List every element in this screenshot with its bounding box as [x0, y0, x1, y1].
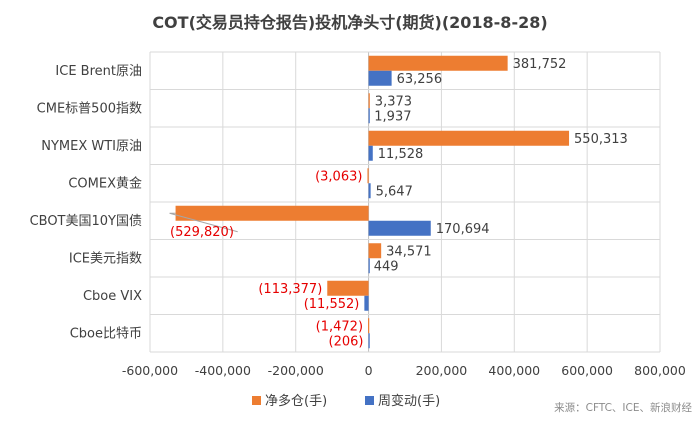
bar-net-long	[327, 280, 369, 296]
bar-weekly-change	[368, 220, 431, 236]
value-label: 63,256	[397, 72, 443, 87]
legend-swatch-weekly-change	[365, 396, 374, 405]
value-label: (11,552)	[304, 297, 360, 312]
x-tick-label: -600,000	[122, 363, 178, 378]
category-label: COMEX黄金	[68, 175, 142, 191]
value-label: (1,472)	[316, 319, 363, 334]
legend-label-net-long: 净多仓(手)	[265, 393, 327, 409]
x-tick-label: -400,000	[195, 363, 251, 378]
category-label: ICE Brent原油	[55, 64, 142, 79]
category-label: ICE美元指数	[69, 251, 142, 266]
bar-weekly-change	[368, 70, 392, 86]
value-label: (206)	[329, 334, 364, 349]
value-label: 449	[374, 259, 399, 274]
value-label: 381,752	[513, 57, 567, 72]
bar-net-long	[368, 130, 570, 146]
bar-net-long	[368, 243, 382, 259]
value-label: (3,063)	[315, 169, 362, 184]
legend-label-weekly-change: 周变动(手)	[378, 393, 440, 409]
category-label: CBOT美国10Y国债	[30, 214, 142, 229]
bar-weekly-change	[368, 108, 370, 124]
category-label: Cboe比特币	[70, 326, 142, 341]
value-label: 34,571	[386, 244, 432, 259]
gridlines	[149, 51, 661, 353]
value-label: 5,647	[376, 184, 413, 199]
bars	[175, 55, 570, 349]
x-tick-label: 0	[365, 363, 373, 378]
bar-net-long	[175, 205, 369, 221]
legend: 净多仓(手) 周变动(手)	[252, 393, 440, 409]
category-label: NYMEX WTI原油	[41, 139, 142, 154]
legend-swatch-net-long	[252, 396, 261, 405]
bar-weekly-change	[368, 145, 373, 161]
x-tick-label: -200,000	[268, 363, 324, 378]
bar-weekly-change	[368, 333, 370, 349]
value-label-leader	[169, 212, 238, 233]
bar-net-long	[367, 168, 369, 184]
x-tick-label: 400,000	[488, 363, 540, 378]
bar-net-long	[368, 318, 370, 334]
category-label: CME标普500指数	[37, 101, 142, 116]
bar-weekly-change	[368, 183, 371, 199]
bar-weekly-change	[368, 258, 370, 274]
value-label: 11,528	[378, 147, 424, 162]
bar-net-long	[368, 93, 370, 109]
category-labels: ICE Brent原油 CME标普500指数 NYMEX WTI原油 COMEX黄金 C…	[30, 64, 143, 342]
value-label: (529,820)	[170, 225, 234, 240]
x-tick-label: 600,000	[561, 363, 613, 378]
source-note: 来源：CFTC、ICE、新浪财经	[554, 401, 692, 414]
x-tick-label: 200,000	[416, 363, 468, 378]
value-label: (113,377)	[258, 282, 322, 297]
value-label: 3,373	[375, 94, 412, 109]
value-label: 1,937	[374, 109, 411, 124]
x-axis-tick-labels: -600,000 -400,000 -200,000 0 200,000 400,000 6…	[122, 363, 686, 378]
bar-net-long	[368, 55, 508, 71]
x-tick-label: 800,000	[634, 363, 686, 378]
category-label: Cboe VIX	[83, 289, 142, 304]
value-label: 170,694	[436, 222, 490, 237]
chart-title: COT(交易员持仓报告)投机净头寸(期货)(2018-8-28)	[152, 13, 547, 32]
value-label: 550,313	[574, 132, 628, 147]
bar-weekly-change	[364, 295, 369, 311]
